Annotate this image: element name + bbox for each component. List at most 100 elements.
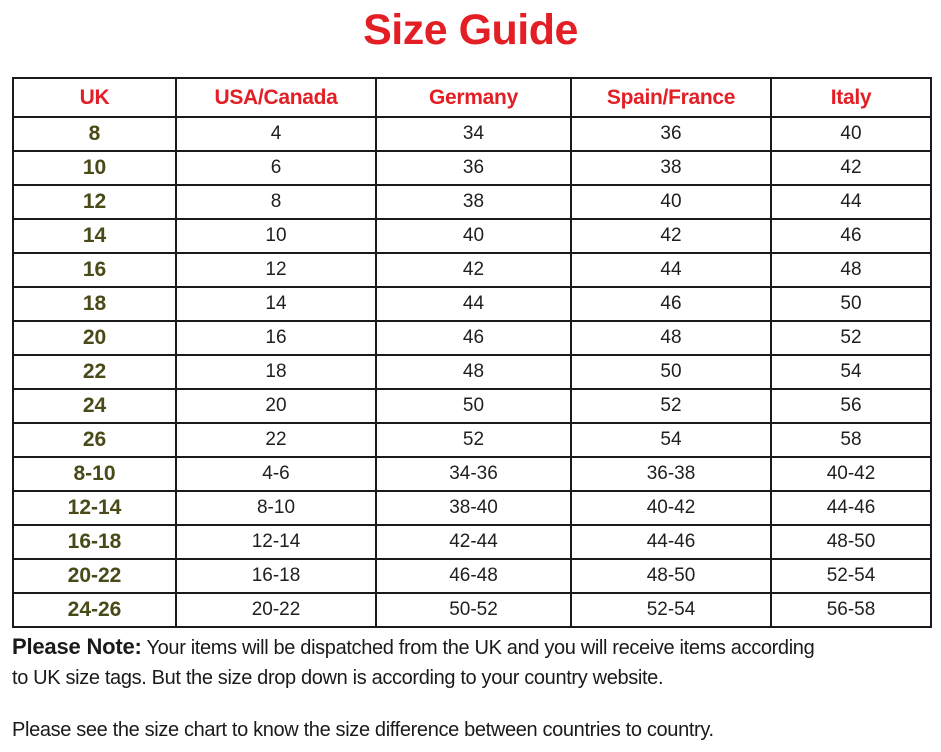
cell-spain-france: 54	[570, 422, 772, 458]
table-row: 12-14 8-10 38-40 40-42 44-46	[12, 490, 932, 526]
column-header-usa-canada: USA/Canada	[175, 77, 377, 118]
cell-usa-canada: 16-18	[175, 558, 377, 594]
footer-notes: Please Note: Your items will be dispatch…	[12, 632, 930, 745]
table-row: 18 14 44 46 50	[12, 286, 932, 322]
table-row: 10 6 36 38 42	[12, 150, 932, 186]
cell-uk: 16-18	[12, 524, 177, 560]
cell-usa-canada: 18	[175, 354, 377, 390]
cell-usa-canada: 20	[175, 388, 377, 424]
cell-uk: 12	[12, 184, 177, 220]
table-body: 8 4 34 36 40 10 6 36 38 42 12 8 38 40 44 14 10 40 42 46 16 12…	[12, 116, 932, 628]
cell-germany: 50-52	[375, 592, 572, 628]
column-header-italy: Italy	[770, 77, 932, 118]
cell-italy: 58	[770, 422, 932, 458]
cell-spain-france: 46	[570, 286, 772, 322]
cell-uk: 8	[12, 116, 177, 152]
cell-uk: 14	[12, 218, 177, 254]
table-row: 22 18 48 50 54	[12, 354, 932, 390]
cell-uk: 24-26	[12, 592, 177, 628]
cell-germany: 46	[375, 320, 572, 356]
table-row: 20 16 46 48 52	[12, 320, 932, 356]
cell-germany: 52	[375, 422, 572, 458]
size-conversion-table: UK USA/Canada Germany Spain/France Italy…	[12, 77, 932, 628]
cell-spain-france: 38	[570, 150, 772, 186]
cell-italy: 40-42	[770, 456, 932, 492]
table-row: 8 4 34 36 40	[12, 116, 932, 152]
cell-uk: 20-22	[12, 558, 177, 594]
cell-usa-canada: 6	[175, 150, 377, 186]
cell-usa-canada: 4	[175, 116, 377, 152]
cell-spain-france: 40	[570, 184, 772, 220]
cell-usa-canada: 20-22	[175, 592, 377, 628]
cell-spain-france: 50	[570, 354, 772, 390]
note-line-1: Please Note: Your items will be dispatch…	[12, 632, 930, 663]
header-row: UK USA/Canada Germany Spain/France Italy	[12, 77, 932, 118]
note-line-3: Please see the size chart to know the si…	[12, 719, 714, 741]
cell-germany: 42	[375, 252, 572, 288]
cell-spain-france: 48-50	[570, 558, 772, 594]
table-row: 26 22 52 54 58	[12, 422, 932, 458]
table-header: UK USA/Canada Germany Spain/France Italy	[12, 77, 932, 118]
cell-italy: 44-46	[770, 490, 932, 526]
cell-uk: 20	[12, 320, 177, 356]
cell-italy: 56-58	[770, 592, 932, 628]
cell-italy: 48-50	[770, 524, 932, 560]
cell-italy: 46	[770, 218, 932, 254]
cell-italy: 48	[770, 252, 932, 288]
cell-uk: 26	[12, 422, 177, 458]
cell-germany: 36	[375, 150, 572, 186]
cell-uk: 22	[12, 354, 177, 390]
table-row: 16-18 12-14 42-44 44-46 48-50	[12, 524, 932, 560]
cell-usa-canada: 12	[175, 252, 377, 288]
cell-spain-france: 48	[570, 320, 772, 356]
table-row: 16 12 42 44 48	[12, 252, 932, 288]
cell-spain-france: 42	[570, 218, 772, 254]
cell-germany: 38	[375, 184, 572, 220]
table-row: 24-26 20-22 50-52 52-54 56-58	[12, 592, 932, 628]
cell-uk: 24	[12, 388, 177, 424]
table-row: 20-22 16-18 46-48 48-50 52-54	[12, 558, 932, 594]
cell-germany: 38-40	[375, 490, 572, 526]
cell-germany: 40	[375, 218, 572, 254]
cell-usa-canada: 16	[175, 320, 377, 356]
cell-spain-france: 36-38	[570, 456, 772, 492]
note-label: Please Note:	[12, 634, 142, 659]
cell-usa-canada: 4-6	[175, 456, 377, 492]
cell-usa-canada: 22	[175, 422, 377, 458]
cell-spain-france: 36	[570, 116, 772, 152]
table-row: 24 20 50 52 56	[12, 388, 932, 424]
table-row: 8-10 4-6 34-36 36-38 40-42	[12, 456, 932, 492]
cell-uk: 10	[12, 150, 177, 186]
cell-italy: 50	[770, 286, 932, 322]
cell-italy: 40	[770, 116, 932, 152]
cell-italy: 56	[770, 388, 932, 424]
table-row: 14 10 40 42 46	[12, 218, 932, 254]
cell-germany: 46-48	[375, 558, 572, 594]
cell-italy: 42	[770, 150, 932, 186]
cell-uk: 12-14	[12, 490, 177, 526]
column-header-germany: Germany	[375, 77, 572, 118]
cell-germany: 42-44	[375, 524, 572, 560]
cell-germany: 34-36	[375, 456, 572, 492]
cell-uk: 8-10	[12, 456, 177, 492]
cell-spain-france: 40-42	[570, 490, 772, 526]
cell-uk: 16	[12, 252, 177, 288]
cell-usa-canada: 12-14	[175, 524, 377, 560]
cell-italy: 44	[770, 184, 932, 220]
cell-germany: 44	[375, 286, 572, 322]
cell-uk: 18	[12, 286, 177, 322]
cell-spain-france: 52-54	[570, 592, 772, 628]
cell-usa-canada: 10	[175, 218, 377, 254]
column-header-uk: UK	[12, 77, 177, 118]
cell-germany: 50	[375, 388, 572, 424]
cell-spain-france: 44-46	[570, 524, 772, 560]
cell-spain-france: 52	[570, 388, 772, 424]
cell-italy: 52-54	[770, 558, 932, 594]
cell-spain-france: 44	[570, 252, 772, 288]
cell-usa-canada: 8-10	[175, 490, 377, 526]
cell-usa-canada: 8	[175, 184, 377, 220]
cell-italy: 52	[770, 320, 932, 356]
cell-italy: 54	[770, 354, 932, 390]
page-title: Size Guide	[363, 6, 578, 54]
